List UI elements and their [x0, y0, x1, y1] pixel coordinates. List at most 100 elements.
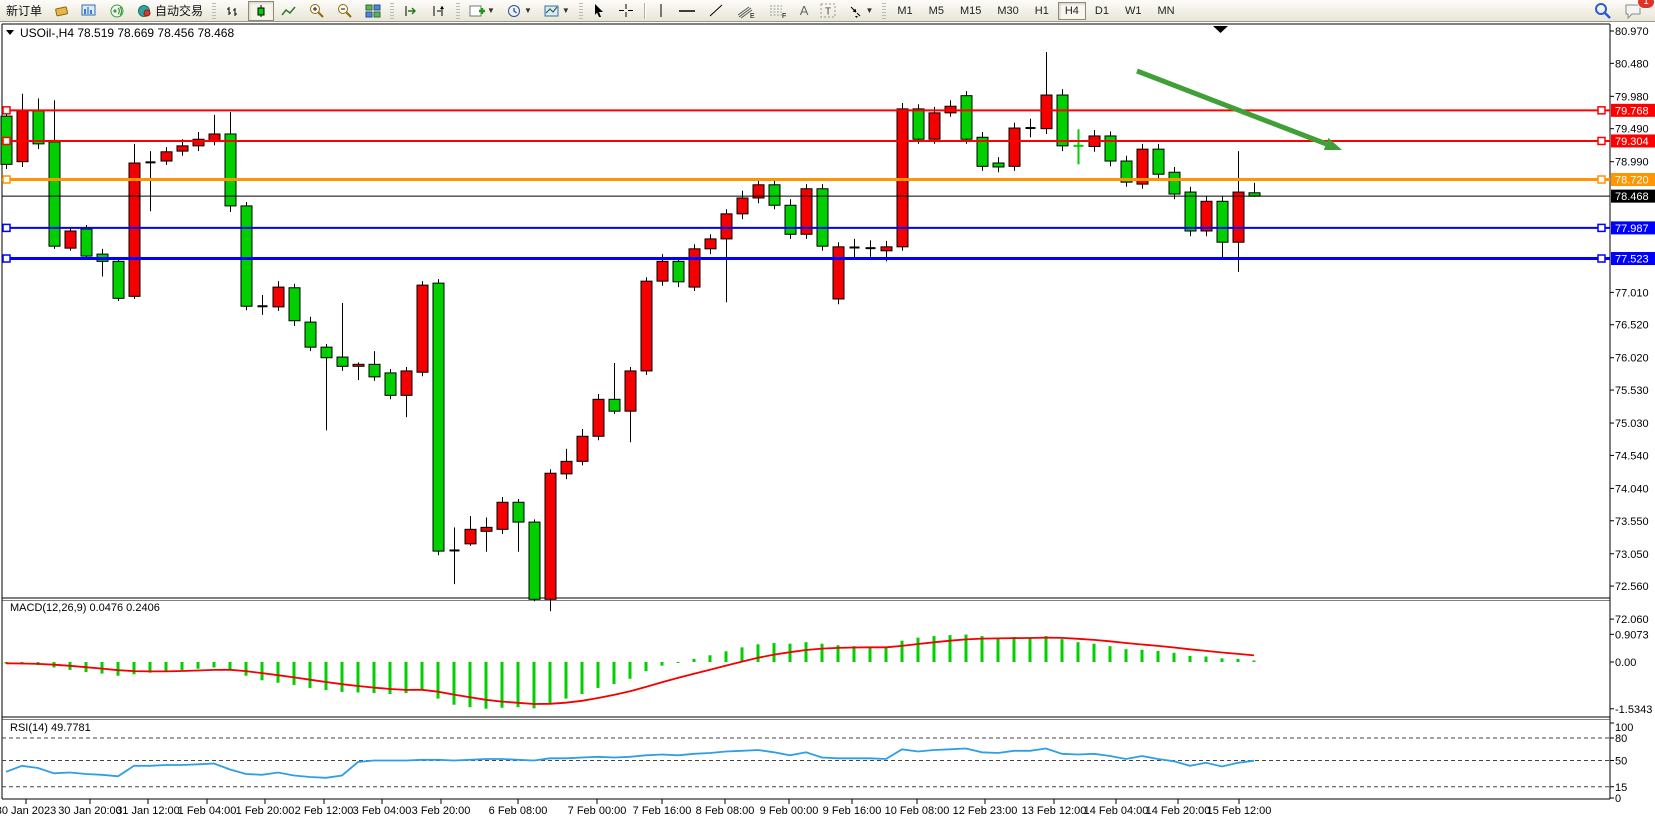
history-icon[interactable] — [49, 1, 74, 21]
timeframe-h4[interactable]: H4 — [1057, 1, 1086, 20]
svg-text:13 Feb 12:00: 13 Feb 12:00 — [1022, 805, 1087, 817]
periods-button[interactable]: ▼ — [502, 1, 537, 21]
timeframe-m5[interactable]: M5 — [928, 4, 944, 17]
candle-31 — [496, 501, 509, 530]
candle-48 — [768, 184, 781, 206]
candle-3 — [48, 141, 61, 247]
svg-text:30 Jan 20:00: 30 Jan 20:00 — [58, 805, 122, 817]
hline-objects[interactable]: 79.768 79.304 78.720 77.987 77.523 — [2, 103, 1655, 266]
timeframe-m1[interactable]: M1 — [897, 4, 913, 17]
candle-25 — [400, 370, 413, 396]
autotrading-button[interactable]: 自动交易 — [132, 1, 208, 21]
text-tool-button[interactable]: A — [799, 3, 809, 18]
fibonacci-tool-icon[interactable]: F — [763, 1, 793, 21]
svg-text:76.020: 76.020 — [1615, 353, 1649, 365]
candle-49 — [784, 204, 797, 235]
svg-text:74.540: 74.540 — [1615, 450, 1649, 462]
charts-window-icon[interactable] — [76, 1, 102, 21]
timeframe-w1[interactable]: W1 — [1124, 4, 1142, 17]
candle-30 — [480, 526, 493, 532]
svg-text:3 Feb 04:00: 3 Feb 04:00 — [353, 805, 412, 817]
candle-19 — [304, 321, 317, 348]
timeframe-m30[interactable]: M30 — [997, 4, 1019, 17]
price-axis: 80.970 80.480 79.980 79.490 78.990 77.010 76.5… — [1610, 26, 1649, 626]
hline-handle — [1597, 223, 1606, 233]
svg-text:75.530: 75.530 — [1615, 385, 1649, 397]
chevron-down-icon: ▼ — [523, 6, 532, 15]
candle-65 — [1040, 94, 1053, 130]
timeframe-d1[interactable]: D1 — [1094, 4, 1109, 17]
svg-text:75.030: 75.030 — [1615, 418, 1649, 430]
candle-56 — [896, 108, 909, 248]
svg-text:12 Feb 23:00: 12 Feb 23:00 — [953, 805, 1018, 817]
new-order-button[interactable]: 新订单 — [6, 4, 43, 18]
zoom-in-icon[interactable] — [304, 1, 330, 21]
svg-text:78.468: 78.468 — [1615, 191, 1649, 203]
trendline-tool-icon[interactable] — [703, 1, 729, 21]
candle-74 — [1184, 191, 1197, 232]
candle-60 — [960, 95, 973, 140]
candle-39 — [624, 370, 637, 412]
candles[interactable] — [0, 52, 1261, 612]
candle-45 — [720, 213, 733, 240]
svg-text:6 Feb 08:00: 6 Feb 08:00 — [489, 805, 548, 817]
timeframe-mn[interactable]: MN — [1157, 4, 1175, 17]
candle-chart-mode-icon[interactable] — [248, 0, 275, 21]
crosshair-tool-icon[interactable] — [613, 1, 639, 21]
candle-12 — [192, 138, 205, 147]
hline-handle — [1597, 254, 1606, 263]
channel-tool-icon[interactable]: E — [731, 1, 761, 21]
chevron-down-icon: ▼ — [561, 6, 570, 15]
timeframe-m15[interactable]: M15 — [959, 4, 982, 17]
arrows-tool-button[interactable]: ▼ — [843, 1, 878, 21]
candle-17 — [272, 286, 285, 308]
autotrading-icon — [138, 5, 151, 17]
chart-shift-icon[interactable] — [426, 1, 452, 21]
timeframe-group: M1 M5 M15 M30 H1 H4 D1 W1 MN — [889, 1, 1182, 20]
chart-background — [0, 22, 1655, 824]
hline-price-tag — [1611, 134, 1655, 148]
bid-line: 78.468 — [2, 189, 1655, 203]
svg-text:30 Jan 2023: 30 Jan 2023 — [0, 805, 56, 817]
macd-panel[interactable]: MACD(12,26,9) 0.0476 0.2406 0.9073 0.00 -1.… — [4, 602, 1653, 716]
candle-63 — [1008, 127, 1021, 167]
hline-price-tag — [1611, 173, 1655, 187]
candle-58 — [928, 112, 941, 140]
svg-text:0: 0 — [1615, 793, 1621, 805]
tile-windows-icon[interactable] — [360, 1, 386, 21]
trend-arrow[interactable] — [1136, 68, 1342, 150]
signal-icon[interactable] — [104, 1, 130, 21]
line-chart-mode-icon[interactable] — [276, 1, 302, 21]
candle-8 — [128, 162, 141, 297]
templates-button[interactable]: ▼ — [539, 1, 575, 21]
bar-chart-mode-icon[interactable] — [220, 1, 246, 21]
svg-text:0.00: 0.00 — [1615, 657, 1636, 669]
svg-text:79.490: 79.490 — [1615, 124, 1649, 136]
candle-77 — [1232, 191, 1245, 243]
zoom-out-icon[interactable] — [332, 1, 358, 21]
cursor-tool-icon[interactable] — [587, 1, 611, 21]
auto-scroll-icon[interactable] — [398, 1, 424, 21]
timeframe-h1[interactable]: H1 — [1034, 4, 1049, 17]
vertical-line-tool-icon[interactable] — [651, 1, 671, 21]
svg-text:76.520: 76.520 — [1615, 320, 1649, 332]
toolbar-grip — [212, 2, 217, 19]
chart-dropdown-icon — [6, 30, 14, 35]
new-chart-button[interactable]: ▼ — [464, 1, 500, 21]
horizontal-line-tool-icon[interactable] — [673, 1, 701, 21]
candle-2 — [32, 110, 45, 145]
candle-36 — [576, 435, 589, 462]
notifications-button[interactable]: 1 — [1619, 0, 1655, 21]
candle-27 — [432, 282, 445, 552]
chevron-down-icon: ▼ — [487, 6, 495, 15]
svg-text:10 Feb 08:00: 10 Feb 08:00 — [885, 805, 950, 817]
search-icon[interactable] — [1589, 1, 1617, 21]
toolbar-grip — [390, 2, 395, 19]
text-label-tool-button[interactable]: T — [815, 1, 841, 21]
svg-text:77.523: 77.523 — [1615, 254, 1649, 266]
candle-11 — [176, 145, 189, 152]
candle-26 — [416, 284, 429, 373]
candle-20 — [320, 346, 333, 359]
